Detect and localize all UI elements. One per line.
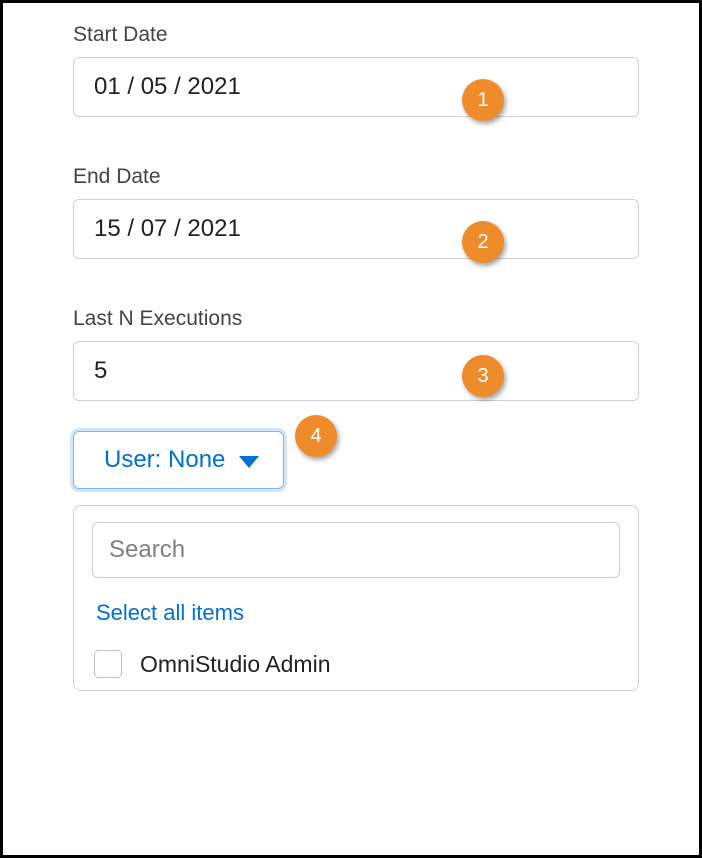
- start-date-label: Start Date: [73, 23, 639, 47]
- user-search-input[interactable]: [92, 522, 620, 578]
- user-option-checkbox[interactable]: [94, 650, 122, 678]
- start-date-group: Start Date 1: [73, 23, 639, 117]
- select-all-link[interactable]: Select all items: [96, 600, 620, 626]
- end-date-input[interactable]: [73, 199, 639, 259]
- user-dropdown-panel: Select all items OmniStudio Admin: [73, 505, 639, 691]
- caret-down-icon: [239, 456, 259, 468]
- callout-badge-1: 1: [462, 79, 504, 121]
- last-n-input[interactable]: [73, 341, 639, 401]
- callout-badge-2: 2: [462, 221, 504, 263]
- user-option-row[interactable]: OmniStudio Admin: [92, 644, 620, 690]
- callout-badge-3: 3: [462, 355, 504, 397]
- end-date-group: End Date 2: [73, 165, 639, 259]
- user-dropdown-label: User: None: [104, 446, 225, 474]
- user-option-label: OmniStudio Admin: [140, 651, 330, 678]
- start-date-input[interactable]: [73, 57, 639, 117]
- form-frame: Start Date 1 End Date 2 Last N Execution…: [0, 0, 702, 858]
- last-n-label: Last N Executions: [73, 307, 639, 331]
- last-n-group: Last N Executions 3: [73, 307, 639, 401]
- user-dropdown-button[interactable]: User: None: [73, 431, 284, 489]
- user-dropdown-section: 4 User: None Select all items OmniStudio…: [73, 431, 639, 691]
- callout-badge-4: 4: [295, 415, 337, 457]
- end-date-label: End Date: [73, 165, 639, 189]
